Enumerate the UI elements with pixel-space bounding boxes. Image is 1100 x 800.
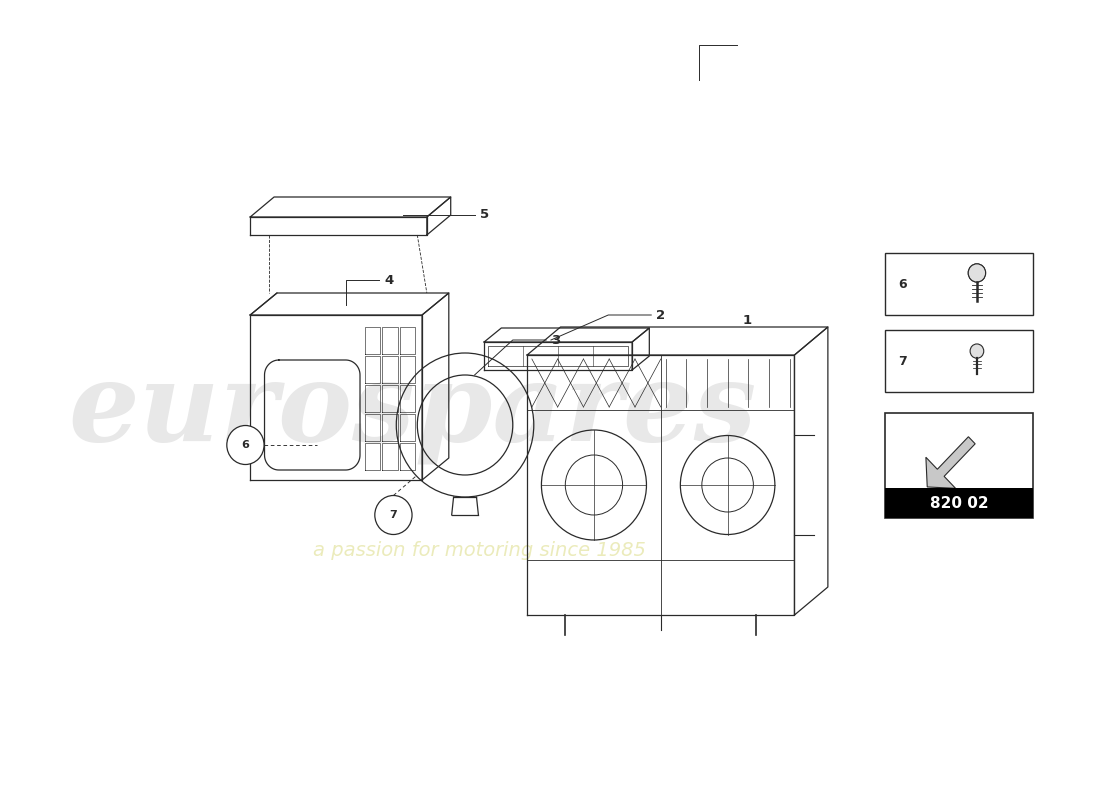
- Text: 2: 2: [657, 309, 665, 322]
- Text: 7: 7: [389, 510, 397, 520]
- Circle shape: [968, 264, 986, 282]
- Circle shape: [375, 495, 412, 534]
- Text: 7: 7: [898, 354, 906, 367]
- Circle shape: [227, 426, 264, 465]
- Text: a passion for motoring since 1985: a passion for motoring since 1985: [312, 541, 646, 559]
- Polygon shape: [926, 437, 976, 488]
- Bar: [886, 413, 1033, 518]
- Bar: [886, 253, 1033, 315]
- Text: 6: 6: [242, 440, 250, 450]
- Text: 5: 5: [480, 209, 488, 222]
- Bar: [886, 488, 1033, 518]
- Text: eurospares: eurospares: [68, 356, 757, 464]
- Text: 6: 6: [898, 278, 906, 290]
- Bar: [886, 330, 1033, 392]
- Text: 820 02: 820 02: [930, 496, 989, 511]
- Text: 1: 1: [742, 314, 751, 326]
- Circle shape: [970, 344, 983, 358]
- Text: 3: 3: [551, 334, 560, 346]
- Text: 4: 4: [384, 274, 394, 286]
